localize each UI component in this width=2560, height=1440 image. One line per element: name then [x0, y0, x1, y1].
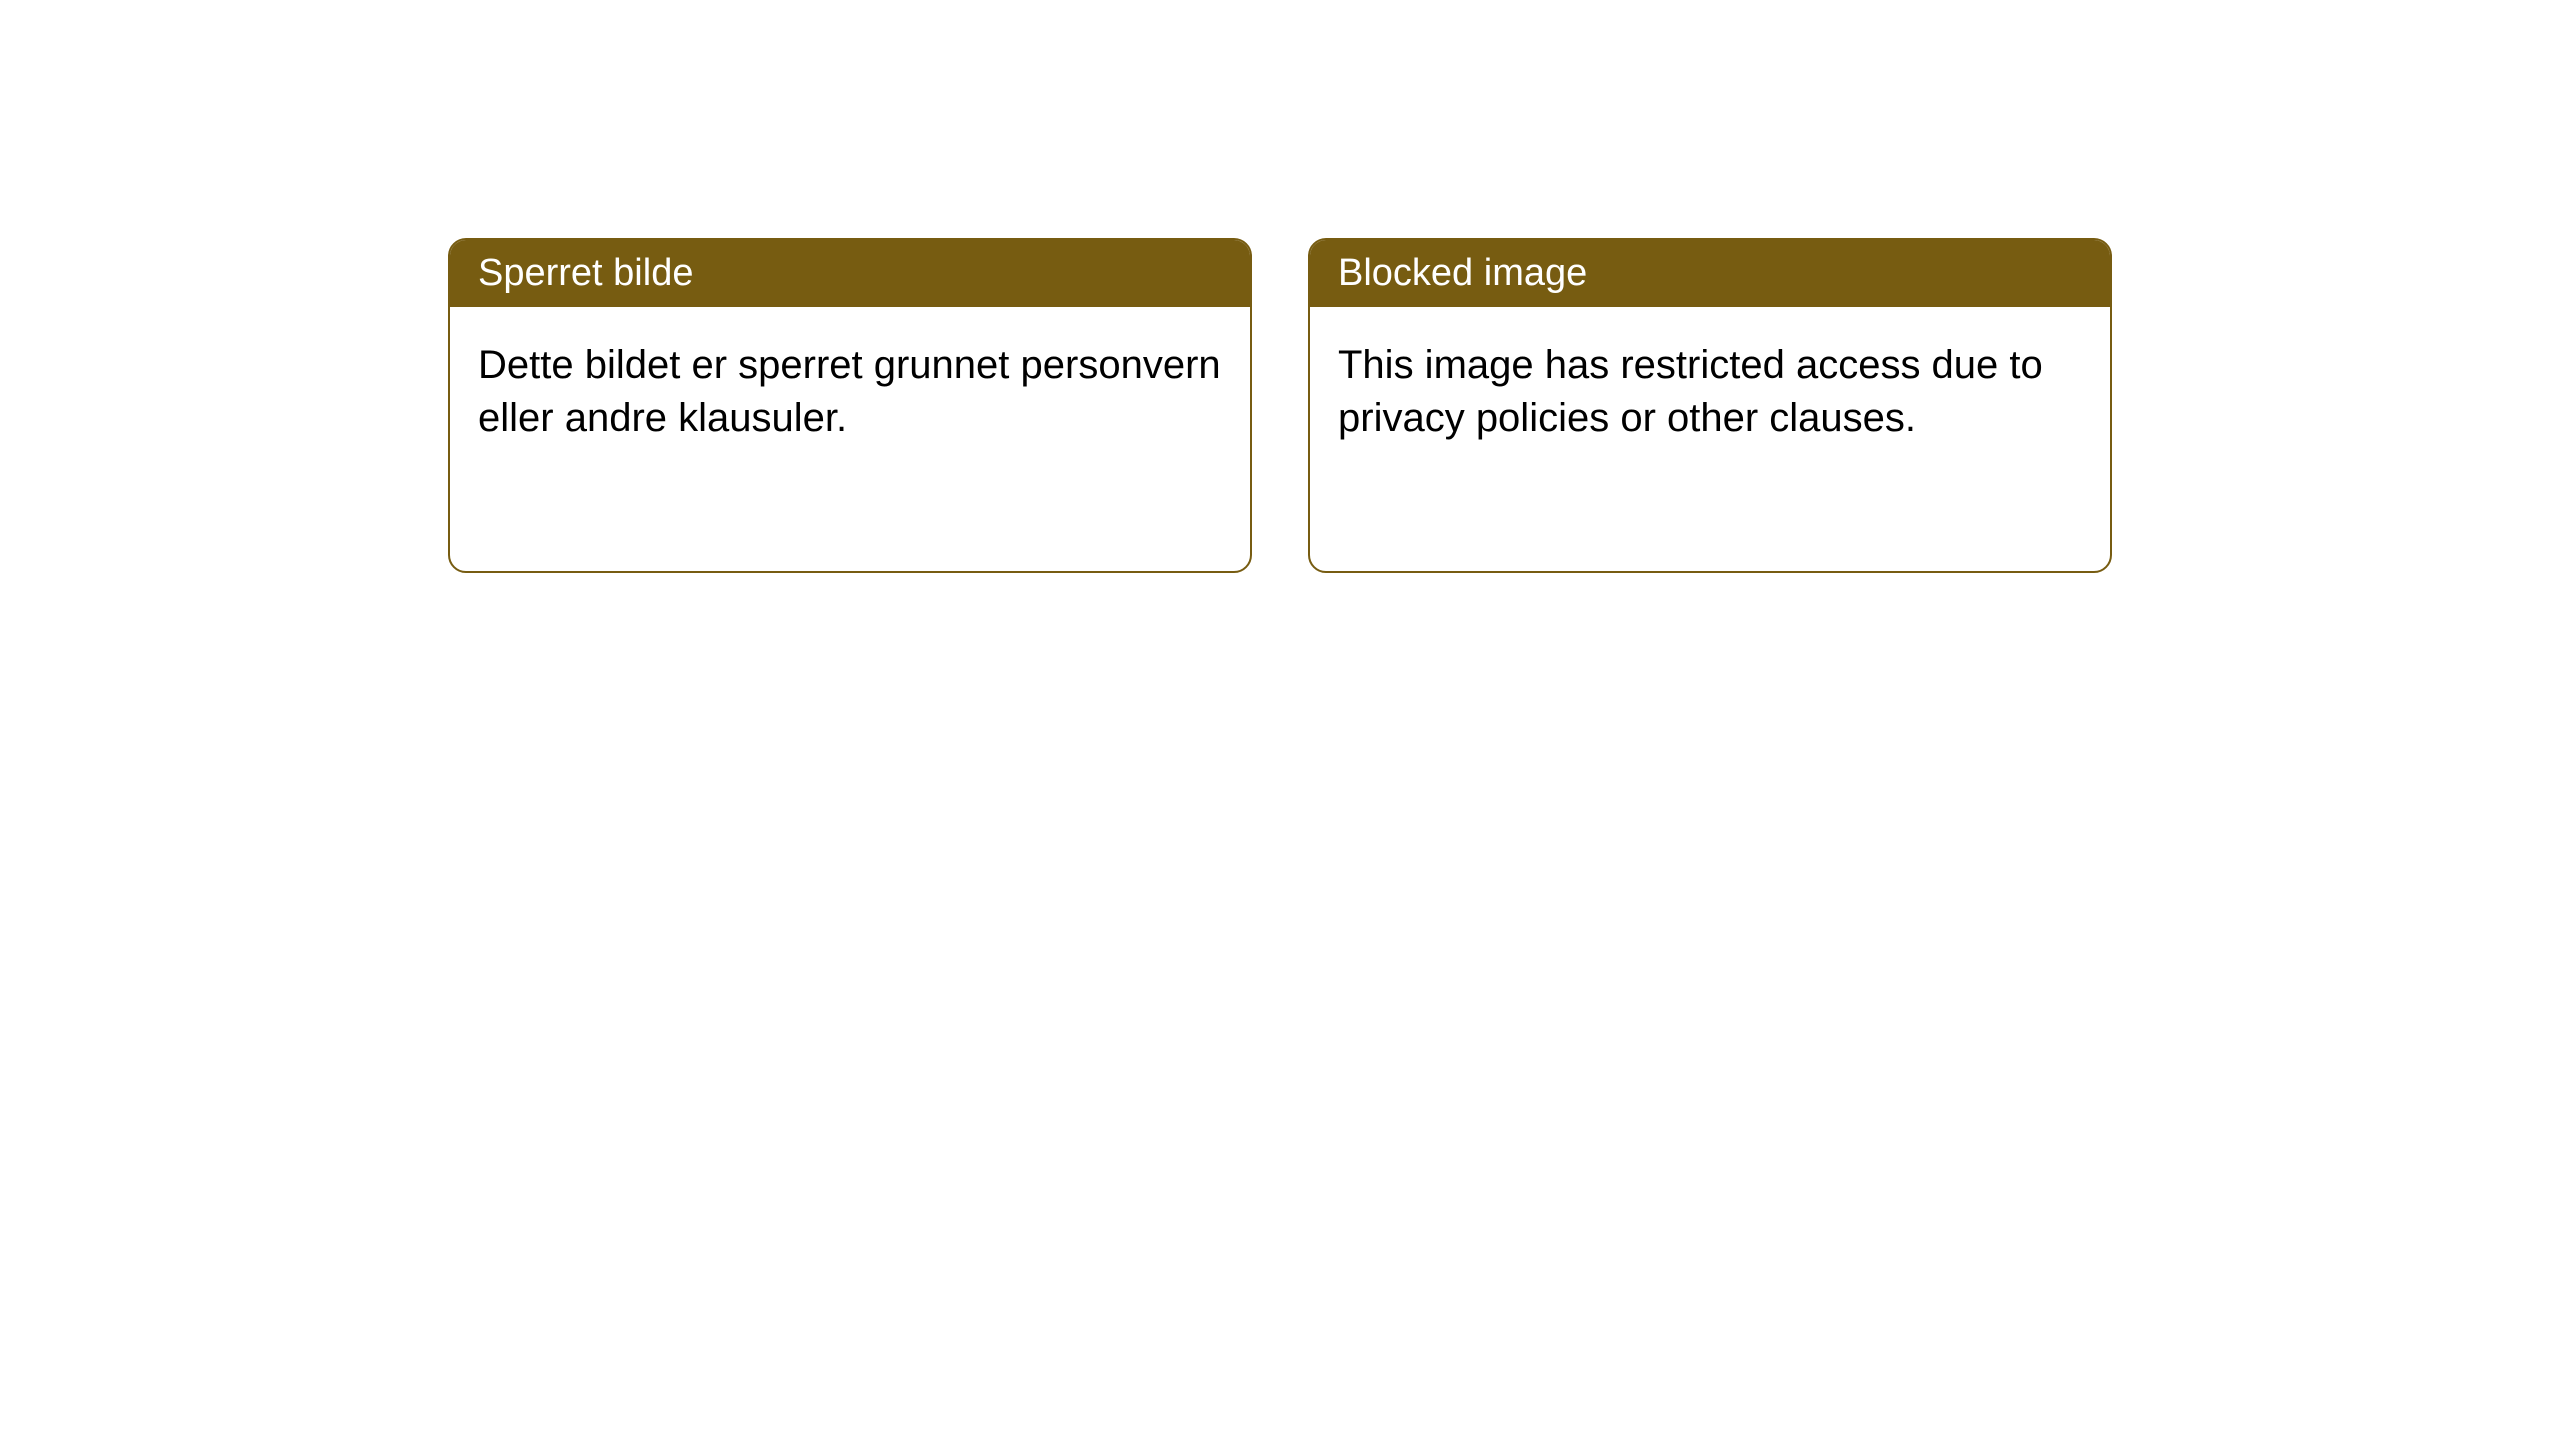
notice-card-header: Sperret bilde — [450, 240, 1250, 307]
notice-card-norwegian: Sperret bilde Dette bildet er sperret gr… — [448, 238, 1252, 573]
notice-card-header: Blocked image — [1310, 240, 2110, 307]
notice-cards-container: Sperret bilde Dette bildet er sperret gr… — [448, 238, 2112, 1440]
notice-card-title: Sperret bilde — [478, 252, 693, 294]
notice-card-english: Blocked image This image has restricted … — [1308, 238, 2112, 573]
notice-card-body: This image has restricted access due to … — [1310, 307, 2110, 477]
notice-card-message: Dette bildet er sperret grunnet personve… — [478, 343, 1221, 440]
notice-card-body: Dette bildet er sperret grunnet personve… — [450, 307, 1250, 477]
notice-card-title: Blocked image — [1338, 252, 1587, 294]
notice-card-message: This image has restricted access due to … — [1338, 343, 2043, 440]
